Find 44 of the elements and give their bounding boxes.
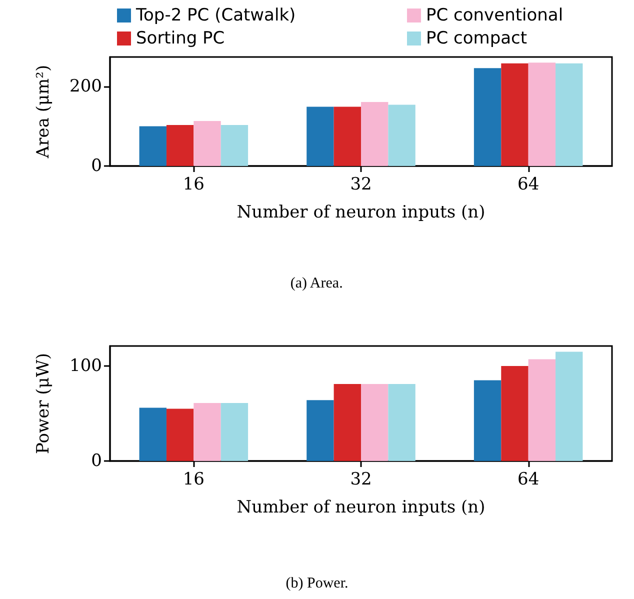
bar (474, 380, 502, 461)
bar (501, 366, 528, 461)
bar (139, 126, 166, 166)
y-axis-title: Power (μW) (34, 353, 54, 454)
bar (306, 400, 334, 461)
bar (166, 408, 194, 461)
bar (334, 384, 361, 461)
bar (528, 62, 556, 166)
bar (388, 384, 416, 461)
x-tick-label: 32 (350, 174, 372, 194)
legend-label: PC conventional (426, 6, 564, 26)
bar (361, 384, 388, 461)
text: (a) Area. (290, 276, 343, 292)
bar (139, 408, 166, 461)
bar (194, 121, 221, 166)
x-tick-label: 64 (518, 174, 540, 194)
y-axis-title: Area (μm²) (34, 64, 54, 160)
x-tick-label: 32 (350, 470, 372, 490)
bar (361, 102, 388, 166)
bar (334, 106, 361, 166)
x-tick-label: 16 (182, 174, 204, 194)
bar (194, 403, 221, 461)
y-tick-label: 100 (70, 356, 102, 376)
bar (166, 125, 194, 166)
legend-label: Sorting PC (136, 28, 225, 48)
bar (474, 68, 502, 166)
y-tick-label: 0 (91, 451, 102, 471)
bar (306, 106, 334, 166)
bar (556, 63, 583, 166)
y-tick-label: 200 (70, 76, 102, 96)
bar (220, 125, 248, 166)
text: (b) Power. (286, 576, 348, 592)
bar (220, 403, 248, 461)
legend-label: PC compact (426, 28, 528, 48)
x-axis-title: Number of neuron inputs (n) (236, 498, 486, 518)
bar (528, 359, 556, 461)
x-tick-label: 16 (182, 470, 204, 490)
bar (388, 104, 416, 166)
x-tick-label: 64 (518, 470, 540, 490)
legend-label: Top-2 PC (Catwalk) (135, 6, 296, 26)
y-tick-label: 0 (91, 156, 102, 176)
bar (501, 63, 528, 166)
x-axis-title: Number of neuron inputs (n) (236, 202, 486, 222)
bar (556, 352, 583, 461)
